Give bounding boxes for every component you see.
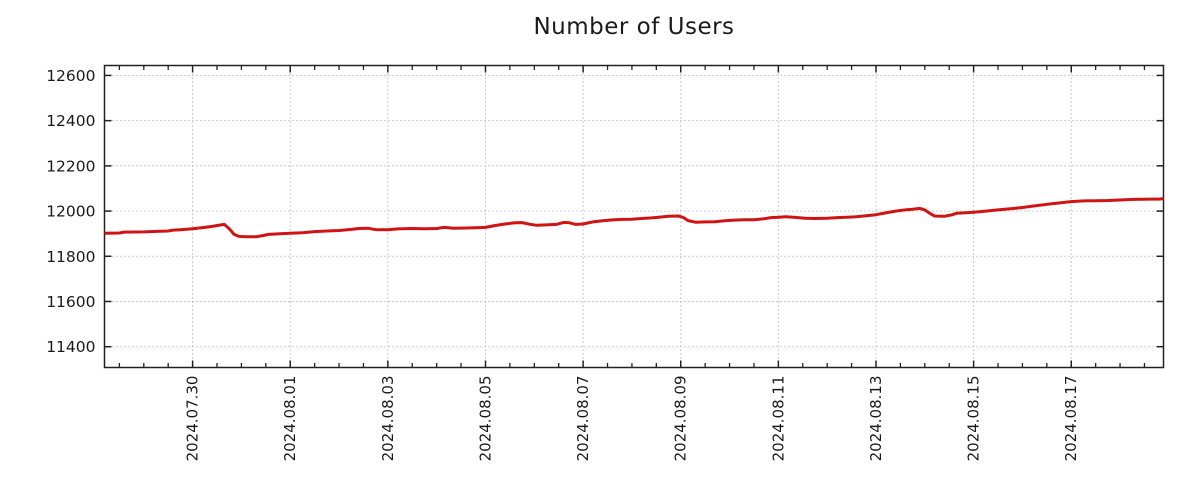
y-tick-label: 12200 bbox=[46, 157, 95, 175]
y-tick-label: 11600 bbox=[46, 293, 95, 311]
y-tick-label: 11400 bbox=[46, 338, 95, 356]
y-tick-label: 12000 bbox=[46, 203, 95, 221]
x-tick-label: 2024.08.11 bbox=[769, 376, 787, 462]
x-tick-label: 2024.08.01 bbox=[281, 376, 299, 462]
y-tick-label: 11800 bbox=[46, 248, 95, 266]
x-tick-label: 2024.08.15 bbox=[965, 376, 983, 462]
x-tick-label: 2024.08.03 bbox=[379, 376, 397, 462]
x-tick-label: 2024.08.17 bbox=[1062, 376, 1080, 462]
x-tick-label: 2024.08.09 bbox=[672, 376, 690, 462]
y-tick-label: 12600 bbox=[46, 67, 95, 85]
x-tick-label: 2024.07.30 bbox=[184, 376, 202, 462]
plot-border bbox=[103, 64, 1165, 369]
x-tick-label: 2024.08.07 bbox=[574, 376, 592, 462]
chart-title: Number of Users bbox=[533, 14, 735, 40]
x-tick-label: 2024.08.05 bbox=[476, 376, 494, 462]
data-line-users bbox=[104, 197, 1164, 239]
x-tick-label: 2024.08.13 bbox=[867, 376, 885, 462]
y-tick-label: 12400 bbox=[46, 112, 95, 130]
